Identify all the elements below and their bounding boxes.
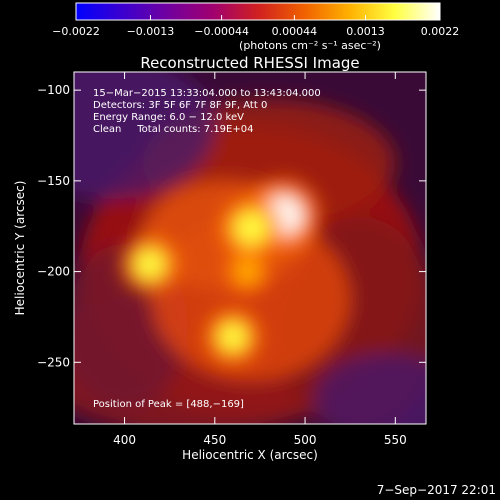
colorbar-tick-label: −0.00044 bbox=[194, 25, 249, 38]
heatmap-source bbox=[233, 210, 269, 246]
annotation-energy-range: Energy Range: 6.0 − 12.0 keV bbox=[93, 112, 244, 123]
heatmap-image bbox=[74, 72, 426, 424]
annotation-detectors: Detectors: 3F 5F 6F 7F 8F 9F, Att 0 bbox=[93, 100, 267, 111]
colorbar-tick-label: −0.0022 bbox=[52, 25, 100, 38]
x-axis-label: Heliocentric X (arcsec) bbox=[182, 448, 318, 462]
annotation-peak-position: Position of Peak = [488,−169] bbox=[93, 399, 244, 410]
heatmap-source bbox=[217, 321, 249, 353]
chart-title: Reconstructed RHESSI Image bbox=[140, 54, 359, 72]
x-tick-label: 500 bbox=[294, 433, 317, 447]
heatmap-region bbox=[314, 353, 426, 424]
x-tick-label: 400 bbox=[113, 433, 136, 447]
footer-date: 7−Sep−2017 22:01 bbox=[377, 483, 496, 497]
colorbar-tick-label: 0.00044 bbox=[272, 25, 318, 38]
heatmap-source bbox=[235, 259, 260, 284]
annotation-counts: Clean Total counts: 7.19E+04 bbox=[93, 124, 253, 135]
colorbar-tick-label: 0.0022 bbox=[421, 25, 460, 38]
colorbar-tick-label: 0.0013 bbox=[346, 25, 385, 38]
axis-ticks: 400 450 500 550 −100 −150 −200 −250 bbox=[37, 72, 426, 447]
y-tick-label: −100 bbox=[37, 83, 70, 97]
y-tick-label: −200 bbox=[37, 265, 70, 279]
y-tick-label: −150 bbox=[37, 174, 70, 188]
heatmap-source bbox=[133, 248, 167, 281]
x-tick-label: 450 bbox=[203, 433, 226, 447]
colorbar bbox=[75, 2, 441, 21]
y-axis-label: Heliocentric Y (arcsec) bbox=[13, 181, 27, 316]
annotation-time-range: 15−Mar−2015 13:33:04.000 to 13:43:04.000 bbox=[93, 88, 321, 99]
y-tick-label: −250 bbox=[37, 355, 70, 369]
colorbar-ticks: −0.0022 −0.0013 −0.00044 0.00044 0.0013 0.002… bbox=[52, 15, 459, 38]
x-tick-label: 550 bbox=[384, 433, 407, 447]
colorbar-tick-label: −0.0013 bbox=[127, 25, 175, 38]
plot-frame bbox=[73, 71, 427, 425]
colorbar-unit-label: (photons cm⁻² s⁻¹ asec⁻²) bbox=[239, 39, 381, 52]
heatmap-region bbox=[74, 72, 215, 199]
